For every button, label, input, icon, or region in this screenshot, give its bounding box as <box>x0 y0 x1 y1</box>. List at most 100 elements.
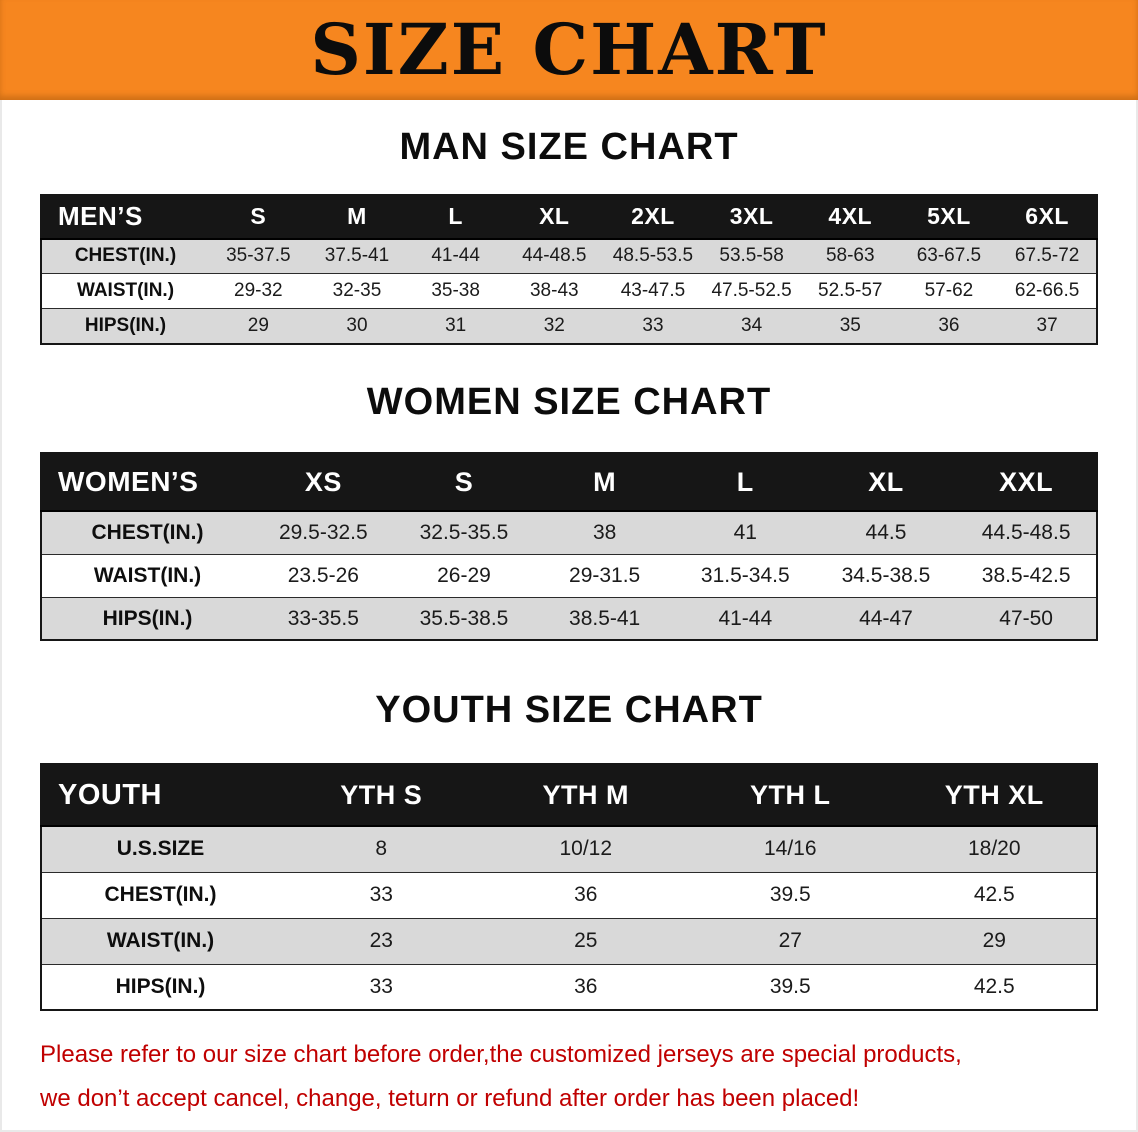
measurement-value: 36 <box>483 963 688 1011</box>
women-section-heading: WOMEN SIZE CHART <box>366 380 772 423</box>
measurement-row: WAIST(IN.) 23 25 27 29 <box>41 917 1097 965</box>
measurement-label: CHEST(IN.) <box>41 238 209 274</box>
measurement-row: U.S.SIZE 8 10/12 14/16 18/20 <box>41 825 1097 873</box>
measurement-value: 42.5 <box>892 871 1097 919</box>
page-title: SIZE CHART <box>310 8 828 91</box>
table-header-row: WOMEN’S XS S M L XL XXL <box>41 453 1097 513</box>
measurement-value: 35 <box>800 308 900 344</box>
table-corner-label: WOMEN’S <box>41 453 253 513</box>
size-column-header: 2XL <box>603 194 703 240</box>
measurement-value: 31.5-34.5 <box>674 553 816 598</box>
measurement-value: 34 <box>702 308 801 344</box>
table-header-row: YOUTH YTH S YTH M YTH L YTH XL <box>41 764 1097 828</box>
size-column-header: YTH M <box>483 764 688 828</box>
measurement-label: HIPS(IN.) <box>41 308 209 344</box>
size-column-header: 3XL <box>702 194 801 240</box>
measurement-row: HIPS(IN.) 33 36 39.5 42.5 <box>41 963 1097 1011</box>
banner: SIZE CHART <box>0 0 1138 100</box>
size-column-header: 4XL <box>800 194 900 240</box>
size-column-header: XL <box>504 194 604 240</box>
size-column-header: L <box>674 453 816 513</box>
size-column-header: L <box>406 194 505 240</box>
measurement-value: 44.5-48.5 <box>956 510 1097 555</box>
measurement-value: 53.5-58 <box>702 238 801 274</box>
measurement-value: 44.5 <box>815 510 957 555</box>
measurement-value: 39.5 <box>688 963 893 1011</box>
section-men: MAN SIZE CHART MEN’S S M L XL 2XL 3XL 4XL 5XL 6XL… <box>0 126 1138 345</box>
measurement-value: 38.5-42.5 <box>956 553 1097 598</box>
measurement-value: 29 <box>209 308 308 344</box>
measurement-value: 38-43 <box>504 273 604 309</box>
measurement-value: 41 <box>674 510 816 555</box>
measurement-value: 36 <box>483 871 688 919</box>
table-corner-label: YOUTH <box>41 764 279 828</box>
measurement-value: 25 <box>483 917 688 965</box>
measurement-label: WAIST(IN.) <box>41 553 253 598</box>
measurement-value: 42.5 <box>892 963 1097 1011</box>
size-column-header: YTH L <box>688 764 893 828</box>
measurement-row: HIPS(IN.) 29 30 31 32 33 34 35 36 37 <box>41 308 1097 344</box>
measurement-value: 33 <box>279 871 484 919</box>
measurement-value: 37 <box>998 308 1097 344</box>
youth-section-heading: YOUTH SIZE CHART <box>375 689 763 732</box>
measurement-value: 8 <box>279 825 484 873</box>
measurement-value: 52.5-57 <box>800 273 900 309</box>
measurement-row: CHEST(IN.) 35-37.5 37.5-41 41-44 44-48.5 48.5… <box>41 238 1097 274</box>
measurement-value: 58-63 <box>800 238 900 274</box>
measurement-value: 29-31.5 <box>534 553 675 598</box>
measurement-label: U.S.SIZE <box>41 825 279 873</box>
measurement-value: 10/12 <box>483 825 688 873</box>
measurement-row: HIPS(IN.) 33-35.5 35.5-38.5 38.5-41 41-44 44-… <box>41 596 1097 641</box>
measurement-value: 44-47 <box>815 596 957 641</box>
measurement-value: 38.5-41 <box>534 596 675 641</box>
measurement-value: 63-67.5 <box>899 238 999 274</box>
size-column-header: 6XL <box>998 194 1097 240</box>
table-corner-label: MEN’S <box>41 194 209 240</box>
measurement-value: 39.5 <box>688 871 893 919</box>
measurement-value: 14/16 <box>688 825 893 873</box>
measurement-value: 41-44 <box>406 238 505 274</box>
measurement-value: 34.5-38.5 <box>815 553 957 598</box>
measurement-value: 18/20 <box>892 825 1097 873</box>
measurement-label: CHEST(IN.) <box>41 510 253 555</box>
size-column-header: XXL <box>956 453 1097 513</box>
measurement-row: CHEST(IN.) 33 36 39.5 42.5 <box>41 871 1097 919</box>
size-column-header: 5XL <box>899 194 999 240</box>
men-size-table: MEN’S S M L XL 2XL 3XL 4XL 5XL 6XL CHEST(IN.) 35-3… <box>40 193 1098 345</box>
footer-notice: Please refer to our size chart before or… <box>40 1033 1138 1121</box>
measurement-row: CHEST(IN.) 29.5-32.5 32.5-35.5 38 41 44.5 44.5… <box>41 510 1097 555</box>
measurement-value: 35.5-38.5 <box>393 596 535 641</box>
measurement-value: 48.5-53.5 <box>603 238 703 274</box>
table-header-row: MEN’S S M L XL 2XL 3XL 4XL 5XL 6XL <box>41 194 1097 240</box>
measurement-value: 32.5-35.5 <box>393 510 535 555</box>
measurement-value: 36 <box>899 308 999 344</box>
measurement-value: 47.5-52.5 <box>702 273 801 309</box>
size-column-header: XL <box>815 453 957 513</box>
size-column-header: YTH S <box>279 764 484 828</box>
measurement-value: 44-48.5 <box>504 238 604 274</box>
size-column-header: M <box>534 453 675 513</box>
size-column-header: YTH XL <box>892 764 1097 828</box>
measurement-value: 29-32 <box>209 273 308 309</box>
measurement-value: 57-62 <box>899 273 999 309</box>
section-youth: YOUTH SIZE CHART YOUTH YTH S YTH M YTH L YTH… <box>0 689 1138 1012</box>
youth-size-table: YOUTH YTH S YTH M YTH L YTH XL U.S.SIZE 8 10/1… <box>40 763 1098 1012</box>
measurement-row: WAIST(IN.) 29-32 32-35 35-38 38-43 43-47.5 47.… <box>41 273 1097 309</box>
measurement-value: 23 <box>279 917 484 965</box>
measurement-value: 35-37.5 <box>209 238 308 274</box>
measurement-value: 37.5-41 <box>307 238 407 274</box>
measurement-label: WAIST(IN.) <box>41 917 279 965</box>
measurement-value: 29 <box>892 917 1097 965</box>
size-column-header: XS <box>253 453 394 513</box>
measurement-value: 33 <box>279 963 484 1011</box>
measurement-value: 35-38 <box>406 273 505 309</box>
measurement-value: 33 <box>603 308 703 344</box>
measurement-value: 38 <box>534 510 675 555</box>
measurement-value: 32-35 <box>307 273 407 309</box>
measurement-value: 26-29 <box>393 553 535 598</box>
notice-line-1: Please refer to our size chart before or… <box>40 1041 962 1069</box>
measurement-value: 27 <box>688 917 893 965</box>
measurement-value: 67.5-72 <box>998 238 1097 274</box>
section-women: WOMEN SIZE CHART WOMEN’S XS S M L XL XXL CHEST… <box>0 381 1138 642</box>
